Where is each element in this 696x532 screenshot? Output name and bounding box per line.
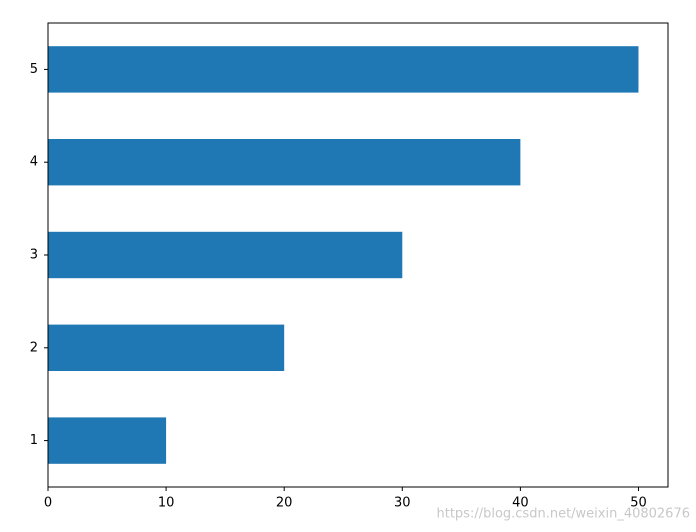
x-tick-label: 10: [158, 496, 175, 511]
y-tick-label: 1: [30, 433, 38, 448]
y-tick-label: 3: [30, 248, 38, 263]
y-tick-label: 5: [30, 62, 38, 77]
y-tick-label: 4: [30, 155, 38, 170]
x-tick-label: 0: [44, 496, 52, 511]
bar: [48, 417, 167, 464]
x-tick-label: 20: [276, 496, 293, 511]
bar: [48, 231, 403, 279]
x-tick-label: 50: [630, 496, 647, 511]
bar: [48, 46, 639, 93]
x-tick-label: 30: [394, 496, 411, 511]
y-tick-label: 2: [30, 340, 38, 355]
bar: [48, 324, 285, 371]
watermark: https://blog.csdn.net/weixin_40802676: [436, 507, 690, 522]
bar: [48, 139, 521, 186]
plot-frame: [47, 22, 669, 488]
x-tick-label: 40: [512, 496, 529, 511]
